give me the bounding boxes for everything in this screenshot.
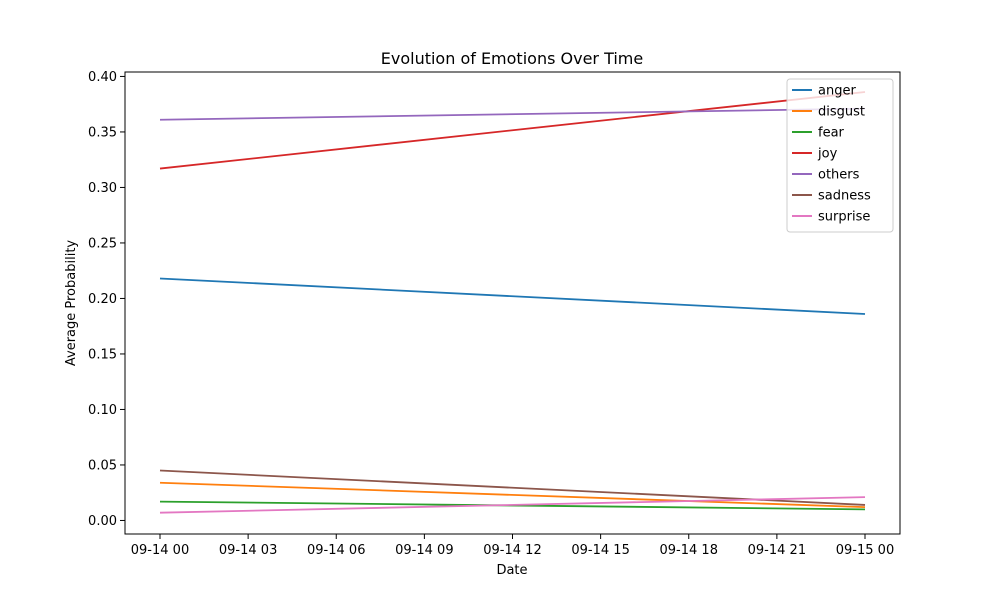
series-group xyxy=(159,91,866,514)
legend-label-sadness: sadness xyxy=(818,189,871,204)
legend-label-disgust: disgust xyxy=(818,105,865,120)
x-tick-label: 09-14 12 xyxy=(483,543,541,558)
chart-title: Evolution of Emotions Over Time xyxy=(381,49,643,68)
x-axis: 09-14 00 09-14 03 09-14 06 09-14 09 09-14 12… xyxy=(131,534,894,558)
series-line-disgust xyxy=(159,481,866,509)
y-tick-label: 0.10 xyxy=(88,403,117,418)
legend-label-others: others xyxy=(818,168,860,183)
legend-box xyxy=(786,78,894,233)
legend-label-surprise: surprise xyxy=(818,210,870,225)
series-line-others xyxy=(159,107,866,121)
x-tick-label: 09-14 03 xyxy=(219,543,277,558)
series-line-anger xyxy=(159,277,866,315)
x-tick-label: 09-14 15 xyxy=(571,543,629,558)
series-line-joy xyxy=(159,91,866,170)
legend-label-joy: joy xyxy=(817,147,838,162)
y-tick-label: 0.35 xyxy=(88,125,117,140)
x-tick-label: 09-14 21 xyxy=(748,543,806,558)
x-tick-label: 09-14 09 xyxy=(395,543,453,558)
y-axis: 0.00 0.05 0.10 0.15 0.20 0.25 0.30 0.35 0.40 xyxy=(88,70,125,529)
y-tick-label: 0.25 xyxy=(88,236,117,251)
legend-label-fear: fear xyxy=(818,126,845,141)
y-tick-label: 0.15 xyxy=(88,347,117,362)
y-tick-label: 0.00 xyxy=(88,514,117,529)
x-axis-label: Date xyxy=(496,563,527,578)
x-tick-label: 09-14 18 xyxy=(660,543,718,558)
x-tick-label: 09-14 00 xyxy=(131,543,189,558)
legend: anger disgust fear joy others sadness surprise xyxy=(786,78,894,233)
y-tick-label: 0.40 xyxy=(88,70,117,85)
x-tick-label: 09-15 00 xyxy=(836,543,894,558)
y-axis-label: Average Probability xyxy=(64,240,79,367)
y-tick-label: 0.30 xyxy=(88,181,117,196)
y-tick-label: 0.20 xyxy=(88,292,117,307)
x-tick-label: 09-14 06 xyxy=(307,543,365,558)
legend-label-anger: anger xyxy=(818,84,856,99)
y-tick-label: 0.05 xyxy=(88,458,117,473)
series-line-surprise xyxy=(159,496,866,514)
